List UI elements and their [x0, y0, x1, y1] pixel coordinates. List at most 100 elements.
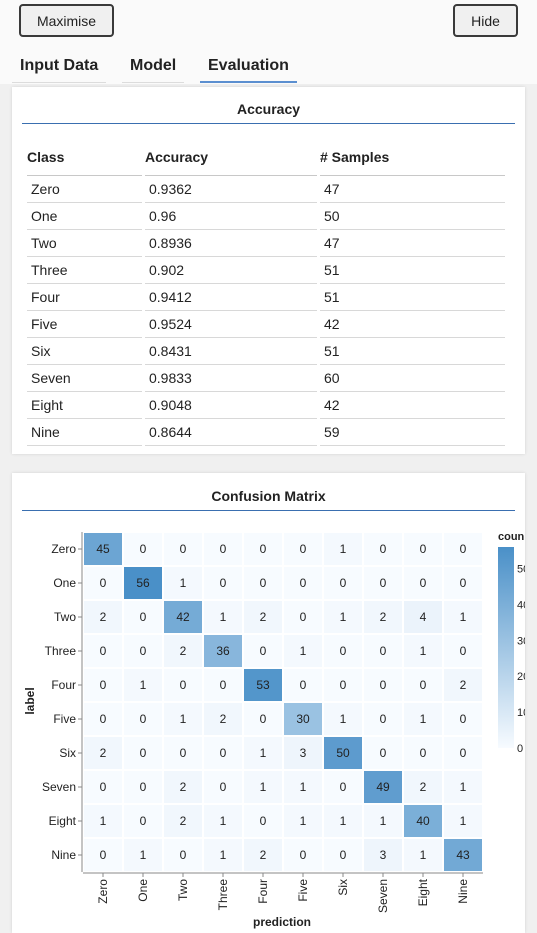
table-row: Six 0.8431 51 — [27, 337, 505, 364]
heatmap-cell — [244, 669, 282, 701]
row-tick-label: Two — [54, 610, 76, 624]
column-tick-label: Four — [256, 879, 270, 904]
cell-value-label: 0 — [140, 610, 147, 624]
heatmap-cell — [444, 737, 482, 769]
cell-value-label: 0 — [100, 848, 107, 862]
cell-value-label: 30 — [296, 712, 310, 726]
confusion-matrix-title: Confusion Matrix — [22, 488, 515, 511]
heatmap-cell — [364, 601, 402, 633]
column-tick-label: Two — [176, 879, 190, 901]
heatmap-cell — [404, 703, 442, 735]
cell-value-label: 0 — [380, 644, 387, 658]
heatmap-cell — [164, 839, 202, 871]
cell-value-label: 2 — [180, 644, 187, 658]
heatmap-cell — [84, 805, 122, 837]
heatmap-cell — [204, 839, 242, 871]
cell-value-label: 0 — [300, 678, 307, 692]
heatmap-cell — [164, 601, 202, 633]
tab-model[interactable]: Model — [122, 46, 184, 83]
column-tick-label: Eight — [416, 878, 430, 906]
heatmap-cell — [244, 601, 282, 633]
cell-accuracy: 0.8936 — [145, 229, 317, 256]
cell-value-label: 0 — [260, 644, 267, 658]
cell-value-label: 0 — [340, 848, 347, 862]
cell-value-label: 1 — [220, 848, 227, 862]
cell-value-label: 1 — [140, 848, 147, 862]
table-row: One 0.96 50 — [27, 202, 505, 229]
cell-value-label: 45 — [96, 542, 110, 556]
legend-tick-label: 30 — [517, 635, 525, 647]
heatmap-cell — [124, 567, 162, 599]
row-tick-label: Five — [53, 712, 76, 726]
legend-tick-label: 50 — [517, 564, 525, 576]
cell-value-label: 1 — [420, 644, 427, 658]
cell-value-label: 0 — [180, 542, 187, 556]
legend-tick-label: 20 — [517, 671, 525, 683]
cell-value-label: 53 — [256, 678, 270, 692]
maximise-button[interactable]: Maximise — [19, 4, 114, 37]
row-tick-label: Four — [51, 678, 76, 692]
cell-value-label: 0 — [420, 542, 427, 556]
legend-tick-label: 10 — [517, 707, 525, 719]
heatmap-cell — [124, 805, 162, 837]
cell-value-label: 0 — [300, 848, 307, 862]
heatmap-cell — [84, 703, 122, 735]
heatmap-cell — [164, 533, 202, 565]
cell-value-label: 0 — [300, 542, 307, 556]
confusion-matrix-chart: 45 0 0 0 0 0 1 0 0 00 56 1 0 0 0 0 0 0 02 0 42 1 2 0 1 2 4 10 0 2 36 0 1… — [23, 531, 525, 929]
cell-value-label: 0 — [100, 678, 107, 692]
cell-samples: 51 — [320, 337, 505, 364]
heatmap-cell — [284, 771, 322, 803]
cell-value-label: 0 — [380, 712, 387, 726]
row-tick-label: Zero — [51, 542, 76, 556]
heatmap-cell — [84, 771, 122, 803]
cell-value-label: 3 — [380, 848, 387, 862]
cell-value-label: 2 — [260, 848, 267, 862]
heatmap-cell — [204, 635, 242, 667]
cell-value-label: 0 — [220, 746, 227, 760]
cell-samples: 50 — [320, 202, 505, 229]
heatmap-cell — [124, 601, 162, 633]
heatmap-cell — [364, 737, 402, 769]
legend-tick-label: 0 — [517, 743, 523, 755]
cell-value-label: 0 — [300, 576, 307, 590]
cell-value-label: 0 — [100, 780, 107, 794]
heatmap-cell — [404, 669, 442, 701]
cell-value-label: 4 — [420, 610, 427, 624]
heatmap-cell — [204, 805, 242, 837]
cell-value-label: 1 — [300, 644, 307, 658]
hide-button[interactable]: Hide — [453, 4, 518, 37]
table-row: Eight 0.9048 42 — [27, 391, 505, 418]
tab-input-data[interactable]: Input Data — [12, 46, 106, 83]
cell-value-label: 3 — [300, 746, 307, 760]
table-row: Zero 0.9362 47 — [27, 175, 505, 202]
heatmap-cell — [404, 567, 442, 599]
cell-value-label: 0 — [140, 780, 147, 794]
cell-value-label: 1 — [260, 780, 267, 794]
cell-value-label: 0 — [100, 712, 107, 726]
cell-value-label: 2 — [220, 712, 227, 726]
heatmap-cell — [124, 533, 162, 565]
legend-tick-label: 40 — [517, 599, 525, 611]
cell-value-label: 0 — [260, 542, 267, 556]
cell-value-label: 1 — [300, 814, 307, 828]
legend-title: coun — [498, 531, 525, 543]
heatmap-cell — [444, 669, 482, 701]
cell-value-label: 0 — [460, 644, 467, 658]
cell-samples: 42 — [320, 310, 505, 337]
heatmap-cell — [284, 601, 322, 633]
cell-class: Seven — [27, 364, 142, 391]
accuracy-title: Accuracy — [22, 101, 515, 124]
table-row: Seven 0.9833 60 — [27, 364, 505, 391]
heatmap-cell — [284, 533, 322, 565]
cell-value-label: 0 — [100, 644, 107, 658]
heatmap-cell — [284, 669, 322, 701]
cell-samples: 42 — [320, 391, 505, 418]
heatmap-cell — [164, 635, 202, 667]
tab-evaluation[interactable]: Evaluation — [200, 46, 297, 83]
cell-value-label: 2 — [420, 780, 427, 794]
heatmap-cell — [84, 533, 122, 565]
heatmap-cell — [244, 737, 282, 769]
cell-samples: 60 — [320, 364, 505, 391]
heatmap-cell — [404, 533, 442, 565]
